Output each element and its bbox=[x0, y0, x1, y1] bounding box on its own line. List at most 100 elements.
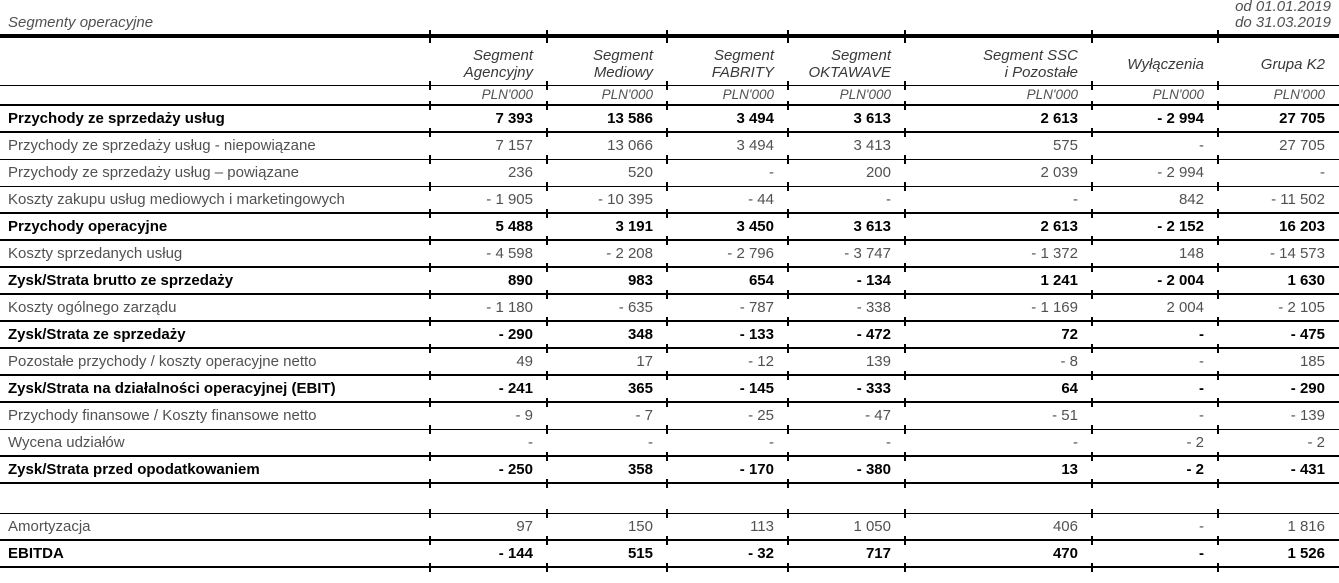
cell-value: - 290 bbox=[429, 318, 547, 348]
cell-value: 236 bbox=[429, 155, 547, 186]
empty-cell bbox=[666, 480, 788, 513]
cell-value: - 1 169 bbox=[904, 291, 1092, 321]
cell-value: - 475 bbox=[1217, 318, 1339, 348]
cell-value: 842 bbox=[1091, 182, 1218, 213]
cell-value: 520 bbox=[546, 155, 667, 186]
cell-value: - 1 905 bbox=[429, 182, 547, 213]
cell-value: - 1 180 bbox=[429, 291, 547, 321]
empty-cell bbox=[1091, 480, 1218, 513]
cell-value: - 2 796 bbox=[666, 237, 788, 267]
column-header-line: i Pozostałe bbox=[1004, 63, 1078, 81]
row-label: Przychody operacyjne bbox=[0, 212, 430, 240]
table-row: Koszty ogólnego zarządu - 1 180 - 635 - … bbox=[0, 291, 1339, 321]
cell-value: - 338 bbox=[787, 291, 905, 321]
cell-value: - 32 bbox=[666, 537, 788, 573]
cell-value: - bbox=[546, 425, 667, 456]
row-label: Amortyzacja bbox=[0, 512, 430, 540]
reporting-period: od 01.01.2019 do 31.03.2019 bbox=[1235, 0, 1331, 31]
cell-value: - 380 bbox=[787, 453, 905, 483]
cell-value: - 2 bbox=[1217, 425, 1339, 456]
cell-value: - bbox=[1091, 372, 1218, 402]
cell-value: 358 bbox=[546, 453, 667, 483]
period-from: od 01.01.2019 bbox=[1235, 0, 1331, 15]
cell-value: 654 bbox=[666, 264, 788, 294]
cell-value: 64 bbox=[904, 372, 1092, 402]
unit-label: PLN'000 bbox=[546, 81, 667, 105]
cell-value: - bbox=[787, 425, 905, 456]
cell-value: - 7 bbox=[546, 399, 667, 429]
cell-value: 348 bbox=[546, 318, 667, 348]
cell-value: 148 bbox=[1091, 237, 1218, 267]
cell-value: - 290 bbox=[1217, 372, 1339, 402]
row-label: Koszty sprzedanych usług bbox=[0, 239, 430, 267]
cell-value: - 2 105 bbox=[1217, 291, 1339, 321]
cell-value: 890 bbox=[429, 264, 547, 294]
cell-value: - 431 bbox=[1217, 453, 1339, 483]
cell-value: 5 488 bbox=[429, 210, 547, 240]
cell-value: 3 413 bbox=[787, 129, 905, 159]
cell-value: - bbox=[787, 182, 905, 213]
cell-value: - 134 bbox=[787, 264, 905, 294]
row-label: Przychody ze sprzedaży usług bbox=[0, 104, 430, 132]
cell-value: - 2 994 bbox=[1091, 155, 1218, 186]
spacer-row bbox=[0, 480, 1339, 513]
cell-value: 406 bbox=[904, 509, 1092, 540]
cell-value: - bbox=[1091, 537, 1218, 573]
cell-value: - 241 bbox=[429, 372, 547, 402]
unit-row: PLN'000 PLN'000 PLN'000 PLN'000 PLN'000 … bbox=[0, 81, 1339, 105]
cell-value: 575 bbox=[904, 129, 1092, 159]
row-label: Przychody ze sprzedaży usług – powiązane bbox=[0, 158, 430, 186]
row-label: Przychody finansowe / Koszty finansowe n… bbox=[0, 401, 430, 429]
cell-value: - 250 bbox=[429, 453, 547, 483]
column-header-line: Grupa K2 bbox=[1260, 55, 1325, 73]
column-header-line: Segment bbox=[713, 46, 774, 64]
empty-cell bbox=[0, 34, 430, 85]
cell-value: - 145 bbox=[666, 372, 788, 402]
cell-value: - bbox=[666, 425, 788, 456]
cell-value: 365 bbox=[546, 372, 667, 402]
cell-value: 13 066 bbox=[546, 129, 667, 159]
cell-value: - bbox=[429, 425, 547, 456]
table-row: Przychody ze sprzedaży usług – powiązane… bbox=[0, 155, 1339, 186]
cell-value: 200 bbox=[787, 155, 905, 186]
column-header-fabrity: Segment FABRITY bbox=[666, 32, 788, 85]
table-row: Przychody finansowe / Koszty finansowe n… bbox=[0, 399, 1339, 429]
cell-value: - 51 bbox=[904, 399, 1092, 429]
table-row: Koszty sprzedanych usług - 4 598 - 2 208… bbox=[0, 237, 1339, 267]
cell-value: - 47 bbox=[787, 399, 905, 429]
cell-value: 3 613 bbox=[787, 210, 905, 240]
cell-value: - 139 bbox=[1217, 399, 1339, 429]
period-to: do 31.03.2019 bbox=[1235, 14, 1331, 31]
unit-label: PLN'000 bbox=[904, 81, 1092, 105]
cell-value: 13 586 bbox=[546, 102, 667, 132]
table-row: Zysk/Strata na działalności operacyjnej … bbox=[0, 372, 1339, 402]
column-header-mediowy: Segment Mediowy bbox=[546, 32, 667, 85]
cell-value: 7 157 bbox=[429, 129, 547, 159]
column-header-line: Segment SSC bbox=[982, 46, 1078, 64]
column-header-line: FABRITY bbox=[711, 63, 774, 81]
cell-value: 3 613 bbox=[787, 102, 905, 132]
unit-label: PLN'000 bbox=[429, 81, 547, 105]
row-label: Zysk/Strata na działalności operacyjnej … bbox=[0, 374, 430, 402]
cell-value: - bbox=[1091, 509, 1218, 540]
cell-value: - 44 bbox=[666, 182, 788, 213]
cell-value: - bbox=[1091, 345, 1218, 375]
cell-value: - 2 bbox=[1091, 453, 1218, 483]
cell-value: 97 bbox=[429, 509, 547, 540]
column-header-grupa-k2: Grupa K2 bbox=[1217, 32, 1339, 85]
table-row: Zysk/Strata przed opodatkowaniem - 250 3… bbox=[0, 453, 1339, 483]
report-header: Segmenty operacyjne od 01.01.2019 do 31.… bbox=[0, 0, 1339, 34]
cell-value: 2 613 bbox=[904, 102, 1092, 132]
cell-value: 3 450 bbox=[666, 210, 788, 240]
cell-value: - 144 bbox=[429, 537, 547, 573]
cell-value: 113 bbox=[666, 509, 788, 540]
cell-value: 17 bbox=[546, 345, 667, 375]
cell-value: - bbox=[1091, 129, 1218, 159]
cell-value: - 12 bbox=[666, 345, 788, 375]
cell-value: - 3 747 bbox=[787, 237, 905, 267]
cell-value: 185 bbox=[1217, 345, 1339, 375]
table-row: Zysk/Strata ze sprzedaży - 290 348 - 133… bbox=[0, 318, 1339, 348]
unit-label: PLN'000 bbox=[1091, 81, 1218, 105]
cell-value: 2 613 bbox=[904, 210, 1092, 240]
table-row: EBITDA - 144 515 - 32 717 470 - 1 526 bbox=[0, 537, 1339, 573]
